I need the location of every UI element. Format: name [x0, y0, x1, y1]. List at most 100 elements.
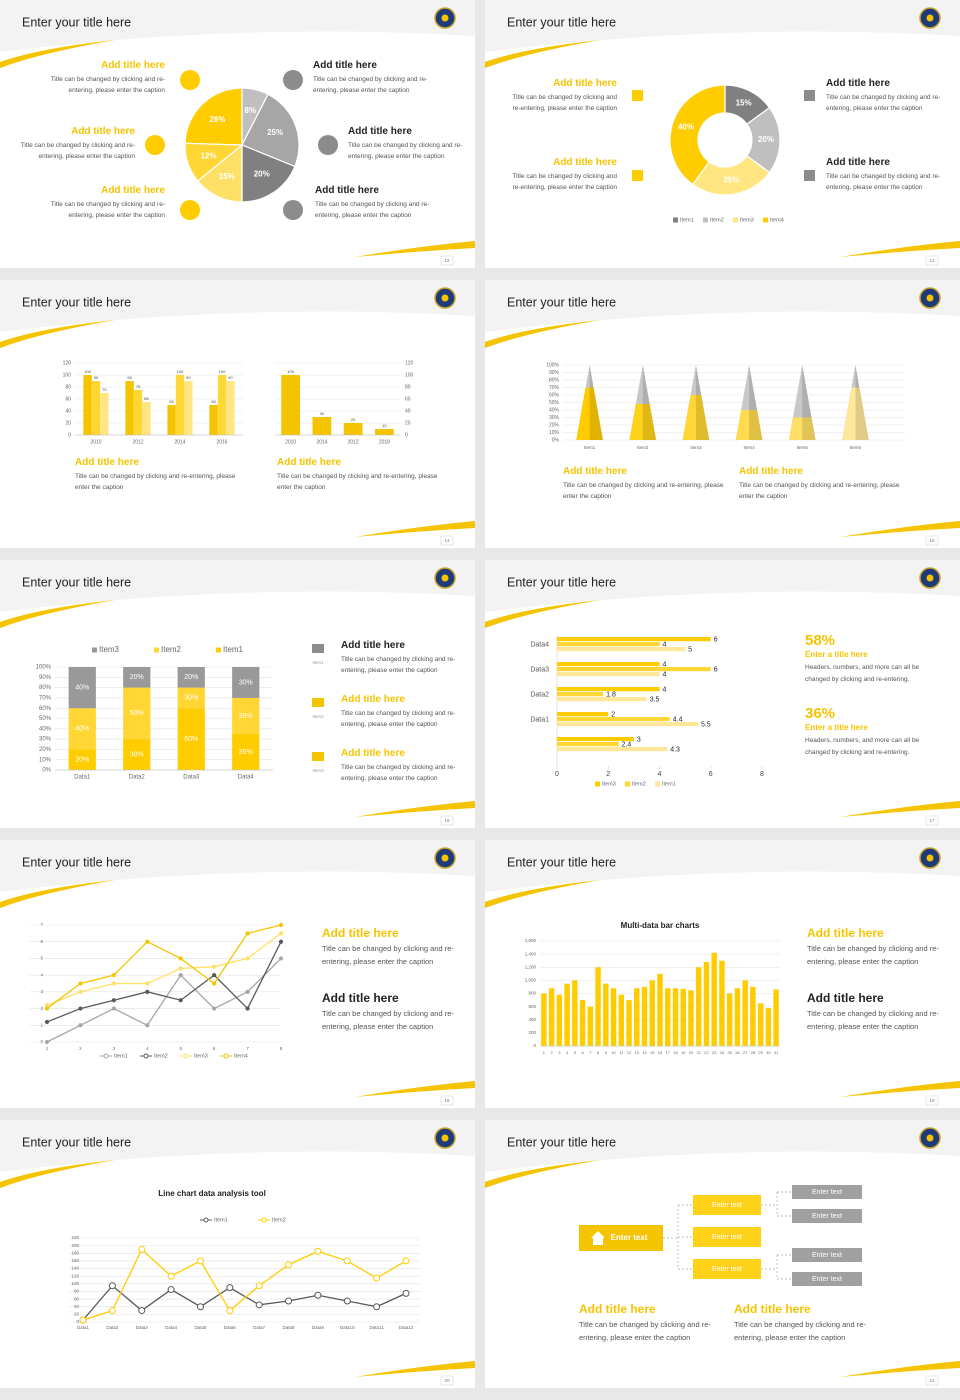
checkbox	[804, 90, 815, 101]
x-tick-label: Data4	[238, 775, 255, 781]
data-label: 26%	[209, 115, 225, 124]
bar	[541, 993, 547, 1046]
y-tick-label: Data2	[530, 691, 549, 698]
data-label: 50%	[130, 710, 144, 717]
legend-swatch	[625, 781, 630, 787]
y-tick-label: 40	[65, 408, 71, 414]
y-tick-label: 60	[405, 396, 411, 402]
y-tick-label: 60%	[549, 392, 560, 398]
data-label: 5	[688, 646, 692, 653]
y-tick-label: 160	[71, 1258, 79, 1263]
x-tick-label: 23	[712, 1050, 717, 1055]
x-tick-label: 5	[574, 1050, 577, 1055]
node-label: Enter text	[812, 1252, 842, 1259]
marker	[108, 1282, 116, 1290]
legend-label: Item2	[632, 781, 646, 787]
y-tick-label: 0	[533, 1043, 536, 1048]
legend-label: Item1	[662, 781, 676, 787]
bar	[557, 637, 711, 642]
data-label: 30%	[184, 695, 198, 702]
bar	[83, 375, 92, 435]
block-heading: Add title here	[322, 991, 399, 1005]
marker	[343, 1297, 351, 1305]
data-label: 15%	[736, 99, 752, 108]
checkbox	[804, 170, 815, 181]
data-label: 4.3	[670, 746, 680, 753]
block-body: Title can be changed by clicking and re-…	[512, 94, 617, 113]
marker	[373, 1303, 381, 1311]
page-box	[925, 815, 939, 826]
bar-segment	[177, 687, 205, 709]
data-label: 1.8	[606, 691, 616, 698]
bar	[641, 986, 648, 1046]
block-body: Title can be changed by clicking and re-…	[50, 76, 165, 95]
legend-swatch	[154, 647, 159, 653]
y-tick-label: 0	[40, 1039, 43, 1044]
data-label: 20%	[254, 169, 270, 178]
connector	[663, 1191, 792, 1280]
data-label: 20	[351, 417, 356, 422]
header-band	[485, 840, 960, 892]
legend-label: Item1	[680, 217, 694, 223]
block-heading: Add title here	[322, 926, 399, 940]
slice	[241, 144, 296, 203]
legend-marker	[223, 1053, 229, 1059]
y-tick-label: 10%	[39, 757, 52, 763]
marker	[138, 1245, 146, 1253]
swoosh	[355, 801, 475, 817]
block-body: Title can be changed by clicking and re-…	[826, 94, 941, 113]
block-heading: Add title here	[579, 1302, 656, 1316]
mid-node	[693, 1259, 761, 1279]
block-heading: Add title here	[348, 126, 412, 137]
block-body: Title can be changed by clicking and re-…	[826, 173, 941, 192]
y-tick-label: 0%	[552, 437, 560, 443]
block-heading: Add title here	[277, 457, 341, 468]
bar	[587, 1006, 594, 1046]
marker	[314, 1247, 322, 1255]
page-box	[440, 535, 454, 546]
line	[46, 941, 282, 1023]
swoosh	[840, 1361, 960, 1377]
y-tick-label: 40	[74, 1304, 80, 1309]
y-tick-label: 10%	[549, 430, 560, 436]
marker	[44, 1019, 50, 1025]
y-tick-label: 1,200	[525, 964, 537, 969]
y-tick-label: 20	[74, 1312, 80, 1317]
stat-heading: Enter a title here	[805, 723, 868, 732]
x-tick-label: Data3	[136, 1325, 149, 1330]
block-heading: Add title here	[553, 157, 617, 168]
bar	[610, 988, 617, 1046]
bar	[711, 952, 717, 1046]
bar	[579, 1000, 586, 1046]
x-tick-label: 19	[681, 1050, 686, 1055]
bar	[557, 722, 698, 727]
marker	[167, 1272, 175, 1280]
page-box	[440, 255, 454, 266]
stat-figure: 58%	[805, 632, 836, 649]
marker	[285, 1297, 293, 1305]
logo-inner	[926, 1134, 934, 1142]
bar	[564, 983, 570, 1046]
node-label: Enter text	[812, 1213, 842, 1220]
y-tick-label: 1,400	[525, 951, 537, 956]
legend-marker	[103, 1053, 109, 1059]
y-tick-label: 100	[63, 372, 72, 378]
x-tick-label: 4	[146, 1046, 149, 1051]
y-tick-label: 60	[65, 396, 71, 402]
bar	[773, 989, 779, 1046]
bar-segment	[232, 733, 260, 770]
marker	[278, 956, 284, 961]
header-band	[485, 560, 960, 612]
slide: Enter your title here 13 15% 20% 25% 40% Item1…	[485, 0, 960, 268]
data-label: 4	[663, 671, 667, 678]
data-label: 25%	[267, 128, 283, 137]
data-label: 5.5	[701, 721, 711, 728]
logo-inner	[926, 14, 934, 22]
icon	[312, 644, 324, 653]
logo-inner	[441, 1134, 449, 1142]
legend-swatch	[763, 217, 768, 223]
slide-title: Enter your title here	[507, 575, 616, 589]
legend-label: Item3	[740, 217, 754, 223]
pyramid-fill	[576, 387, 603, 440]
